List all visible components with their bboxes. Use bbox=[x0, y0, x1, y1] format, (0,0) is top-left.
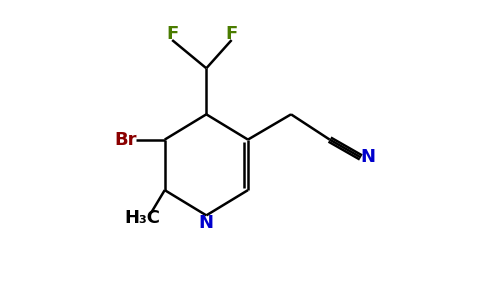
Text: N: N bbox=[361, 148, 376, 166]
Text: F: F bbox=[226, 25, 238, 43]
Text: H₃C: H₃C bbox=[124, 209, 160, 227]
Text: N: N bbox=[199, 214, 214, 232]
Text: F: F bbox=[166, 25, 178, 43]
Text: Br: Br bbox=[115, 130, 137, 148]
